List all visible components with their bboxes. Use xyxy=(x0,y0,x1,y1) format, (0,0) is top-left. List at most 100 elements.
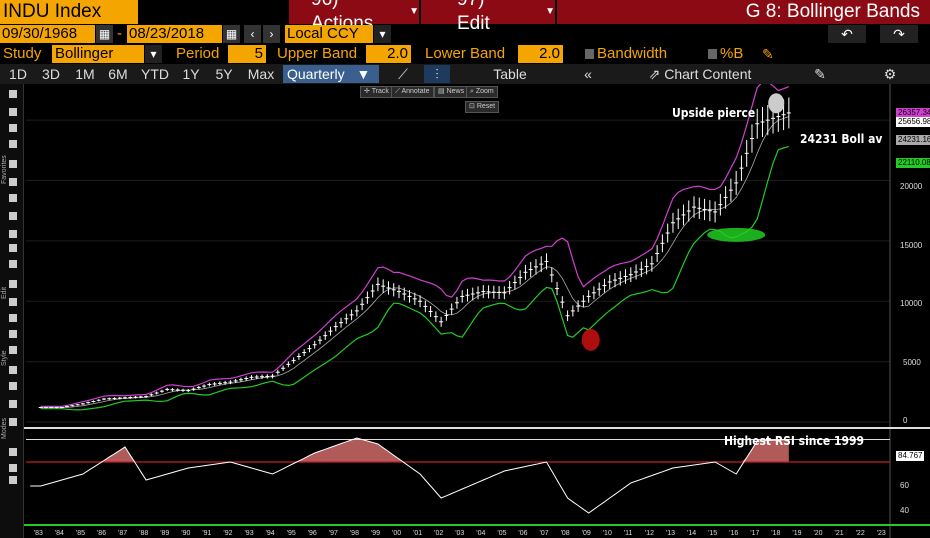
upper-band-label: Upper Band xyxy=(277,45,358,62)
rsi-tick-40: 40 xyxy=(900,506,909,515)
chart-svg xyxy=(24,84,930,538)
range-6m-button[interactable]: 6M xyxy=(108,66,128,82)
x-tick-label: '18 xyxy=(771,530,781,537)
x-tick-label: '05 xyxy=(497,530,507,537)
drawing-tool-icon[interactable] xyxy=(9,346,17,354)
chevron-right-icon[interactable]: › xyxy=(263,25,280,43)
drawing-tool-icon[interactable] xyxy=(9,314,17,322)
pencil-icon[interactable]: ✎ xyxy=(762,46,774,62)
x-tick-label: '98 xyxy=(349,530,359,537)
range-3d-button[interactable]: 3D xyxy=(42,66,60,82)
zoom-tool-label: Zoom xyxy=(475,88,494,95)
ticker-field[interactable]: INDU Index xyxy=(0,0,138,24)
drawing-tool-icon[interactable] xyxy=(9,418,17,426)
study-select[interactable]: Bollinger xyxy=(52,45,144,63)
drawing-tool-icon[interactable] xyxy=(9,194,17,202)
dropdown-arrow-icon: ▼ xyxy=(356,66,371,82)
gear-icon[interactable]: ⚙ xyxy=(883,66,897,82)
end-date-input[interactable]: 08/23/2018 xyxy=(127,25,222,43)
chart-content-button[interactable]: ⇗ Chart Content xyxy=(645,65,755,83)
track-tool-button[interactable]: ✛ Track xyxy=(360,86,393,98)
drawing-tool-icon[interactable] xyxy=(9,280,17,288)
lower-band-input[interactable]: 2.0 xyxy=(518,45,563,63)
drawing-tool-icon[interactable] xyxy=(9,244,17,252)
drawing-tool-icon[interactable] xyxy=(9,464,17,472)
drawing-tool-icon[interactable] xyxy=(9,90,17,98)
drawing-tool-icon[interactable] xyxy=(9,382,17,390)
drawing-tool-icon[interactable] xyxy=(9,178,17,186)
drawing-tool-icon[interactable] xyxy=(9,298,17,306)
reset-tool-label: Reset xyxy=(476,103,496,110)
lower-band-line xyxy=(40,145,789,411)
pen-icon: ⟋ xyxy=(395,88,402,95)
graph-title-label: G 8: Bollinger Bands xyxy=(745,1,920,22)
pctb-checkbox[interactable] xyxy=(708,49,717,59)
x-tick-label: '84 xyxy=(54,530,64,537)
dropdown-arrow-icon[interactable]: ▾ xyxy=(145,45,162,63)
annotate-tool-label: Annotate xyxy=(401,88,430,95)
calendar-icon[interactable]: ▦ xyxy=(96,25,113,43)
reset-icon: ⊡ xyxy=(469,103,477,110)
collapse-icon[interactable]: « xyxy=(584,66,592,82)
edit-chart-icon[interactable]: ✎ xyxy=(814,66,826,82)
drawing-tool-icon[interactable] xyxy=(9,476,17,484)
x-tick-label: '19 xyxy=(792,530,802,537)
calendar-icon[interactable]: ▦ xyxy=(223,25,240,43)
x-tick-label: '87 xyxy=(118,530,128,537)
chevron-left-icon[interactable]: ‹ xyxy=(244,25,261,43)
redo-icon[interactable]: ↷ xyxy=(880,25,918,43)
upper-band-input[interactable]: 2.0 xyxy=(366,45,411,63)
start-date-input[interactable]: 09/30/1968 xyxy=(0,25,95,43)
range-1y-button[interactable]: 1Y xyxy=(182,66,200,82)
y-tick-10000: 10000 xyxy=(900,299,923,308)
range-1d-button[interactable]: 1D xyxy=(9,66,27,82)
range-5y-button[interactable]: 5Y xyxy=(215,66,233,82)
drawing-tool-icon[interactable] xyxy=(9,212,17,220)
left-toolbar: Favorites Edit Style Modes xyxy=(0,84,24,538)
chart-area[interactable]: Favorites Edit Style Modes ✛ Track ⟋ Ann… xyxy=(0,84,930,538)
undo-icon[interactable]: ↶ xyxy=(828,25,866,43)
candlestick-icon[interactable]: ⫶ xyxy=(424,65,450,83)
reset-tool-button[interactable]: ⊡ Reset xyxy=(465,101,500,113)
drawing-tool-icon[interactable] xyxy=(9,330,17,338)
x-tick-label: '99 xyxy=(370,530,381,537)
news-tool-button[interactable]: ▤ News xyxy=(434,86,469,98)
bandwidth-checkbox[interactable] xyxy=(585,49,594,59)
rsi-annotation: Highest RSI since 1999 xyxy=(724,434,865,448)
x-tick-label: '21 xyxy=(834,530,844,537)
range-max-button[interactable]: Max xyxy=(247,66,275,82)
frequency-select[interactable]: Quarterly ▼ xyxy=(283,65,379,83)
drawing-tool-icon[interactable] xyxy=(9,230,17,238)
drawing-tool-icon[interactable] xyxy=(9,400,17,408)
date-range-bar: 09/30/1968 ▦ - 08/23/2018 ▦ ‹ › Local CC… xyxy=(0,24,930,44)
line-chart-icon[interactable]: ⟋ xyxy=(398,66,408,82)
x-tick-label: '88 xyxy=(139,530,149,537)
edit-menu[interactable]: 97) Edit ▼ xyxy=(421,0,555,34)
drawing-tool-icon[interactable] xyxy=(9,140,17,148)
period-input[interactable]: 5 xyxy=(228,45,266,63)
zoom-tool-button[interactable]: ⌕ Zoom xyxy=(466,86,498,98)
drawing-tool-icon[interactable] xyxy=(9,366,17,374)
dropdown-arrow-icon: ▼ xyxy=(409,6,419,17)
drawing-tool-icon[interactable] xyxy=(9,448,17,456)
drawing-tool-icon[interactable] xyxy=(9,108,17,116)
drawing-tool-icon[interactable] xyxy=(9,260,17,268)
range-ytd-button[interactable]: YTD xyxy=(141,66,169,82)
x-tick-label: '91 xyxy=(202,530,212,537)
lower-band-value-tag: 22110.08 xyxy=(896,158,930,168)
currency-select[interactable]: Local CCY xyxy=(285,25,373,43)
range-1m-button[interactable]: 1M xyxy=(75,66,95,82)
mid-band-value-tag: 24231.16 xyxy=(896,135,930,145)
x-tick-label: '10 xyxy=(602,530,612,537)
table-button[interactable]: Table xyxy=(493,66,527,82)
x-tick-label: '06 xyxy=(518,530,528,537)
annotate-tool-button[interactable]: ⟋ Annotate xyxy=(391,86,434,98)
x-tick-label: '95 xyxy=(286,530,296,537)
drawing-tool-icon[interactable] xyxy=(9,160,17,168)
actions-menu[interactable]: 96) Actions ▼ xyxy=(289,0,419,34)
dropdown-arrow-icon[interactable]: ▾ xyxy=(374,25,391,43)
y-tick-20000: 20000 xyxy=(900,182,923,191)
chart-toolbar: 1D 3D 1M 6M YTD 1Y 5Y Max Quarterly ▼ ⟋ … xyxy=(0,64,930,84)
drawing-tool-icon[interactable] xyxy=(9,124,17,132)
study-bar: Study Bollinger ▾ Period 5 Upper Band 2.… xyxy=(0,44,930,64)
